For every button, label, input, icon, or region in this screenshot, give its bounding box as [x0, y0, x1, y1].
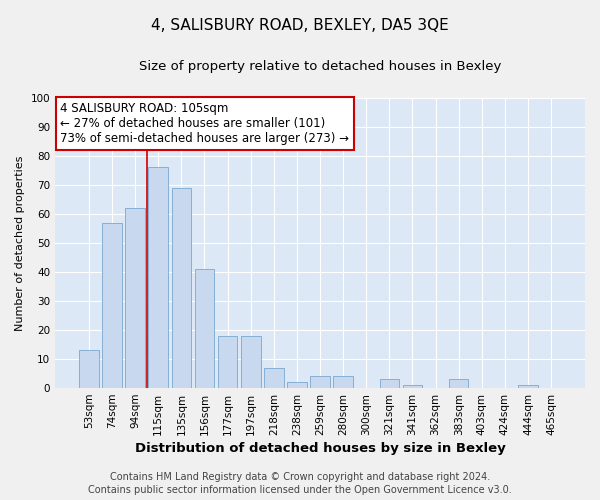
Title: Size of property relative to detached houses in Bexley: Size of property relative to detached ho… [139, 60, 501, 73]
Text: 4, SALISBURY ROAD, BEXLEY, DA5 3QE: 4, SALISBURY ROAD, BEXLEY, DA5 3QE [151, 18, 449, 32]
Bar [172, 188, 191, 388]
Bar [403, 385, 422, 388]
Y-axis label: Number of detached properties: Number of detached properties [15, 155, 25, 330]
Bar [241, 336, 260, 388]
Bar [518, 385, 538, 388]
Bar [218, 336, 238, 388]
Bar [79, 350, 99, 388]
X-axis label: Distribution of detached houses by size in Bexley: Distribution of detached houses by size … [134, 442, 505, 455]
Text: 4 SALISBURY ROAD: 105sqm
← 27% of detached houses are smaller (101)
73% of semi-: 4 SALISBURY ROAD: 105sqm ← 27% of detach… [61, 102, 349, 145]
Bar [102, 222, 122, 388]
Bar [334, 376, 353, 388]
Bar [264, 368, 284, 388]
Bar [449, 380, 469, 388]
Bar [310, 376, 330, 388]
Bar [148, 168, 168, 388]
Bar [380, 380, 399, 388]
Bar [194, 269, 214, 388]
Bar [125, 208, 145, 388]
Bar [287, 382, 307, 388]
Text: Contains HM Land Registry data © Crown copyright and database right 2024.
Contai: Contains HM Land Registry data © Crown c… [88, 472, 512, 495]
